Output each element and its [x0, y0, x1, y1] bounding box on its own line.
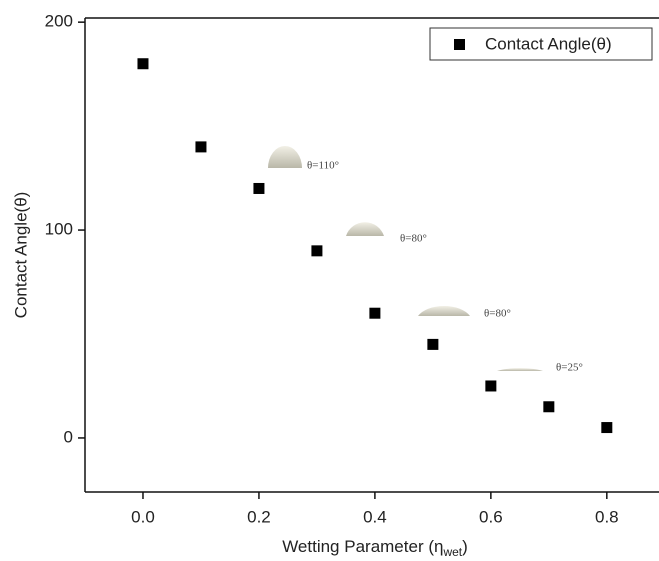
x-axis-label: Wetting Parameter (ηwet) [282, 537, 468, 559]
x-label-part: wet [442, 545, 462, 559]
point [311, 245, 323, 257]
annotation: θ=25° [556, 362, 583, 374]
point [543, 401, 555, 413]
x-label-part: ) [462, 537, 468, 556]
point [253, 182, 265, 194]
x-label-part: Wetting Parameter (η [282, 537, 443, 556]
point [485, 380, 497, 392]
legend-label: Contact Angle(θ) [485, 34, 612, 53]
annotation: θ=110° [307, 160, 339, 172]
point [601, 422, 613, 434]
annotation: θ=80° [484, 308, 511, 320]
point [137, 58, 149, 70]
x-tick-label: 0.2 [247, 507, 271, 526]
x-tick-label: 0.4 [363, 507, 387, 526]
y-axis-label: Contact Angle(θ) [11, 192, 30, 319]
y-tick-label: 0 [64, 427, 73, 446]
annotation: θ=80° [400, 233, 427, 245]
legend-box [429, 27, 653, 61]
droplet [346, 222, 384, 236]
point [195, 141, 207, 153]
point [427, 338, 439, 350]
y-tick-label: 100 [45, 220, 73, 239]
droplet [497, 368, 543, 371]
droplet [418, 305, 470, 316]
x-tick-label: 0.0 [131, 507, 155, 526]
y-tick-label: 200 [45, 12, 73, 31]
x-tick-label: 0.6 [479, 507, 503, 526]
x-tick-label: 0.8 [595, 507, 619, 526]
droplet [268, 146, 302, 168]
point [369, 307, 381, 319]
legend-marker [454, 39, 465, 50]
